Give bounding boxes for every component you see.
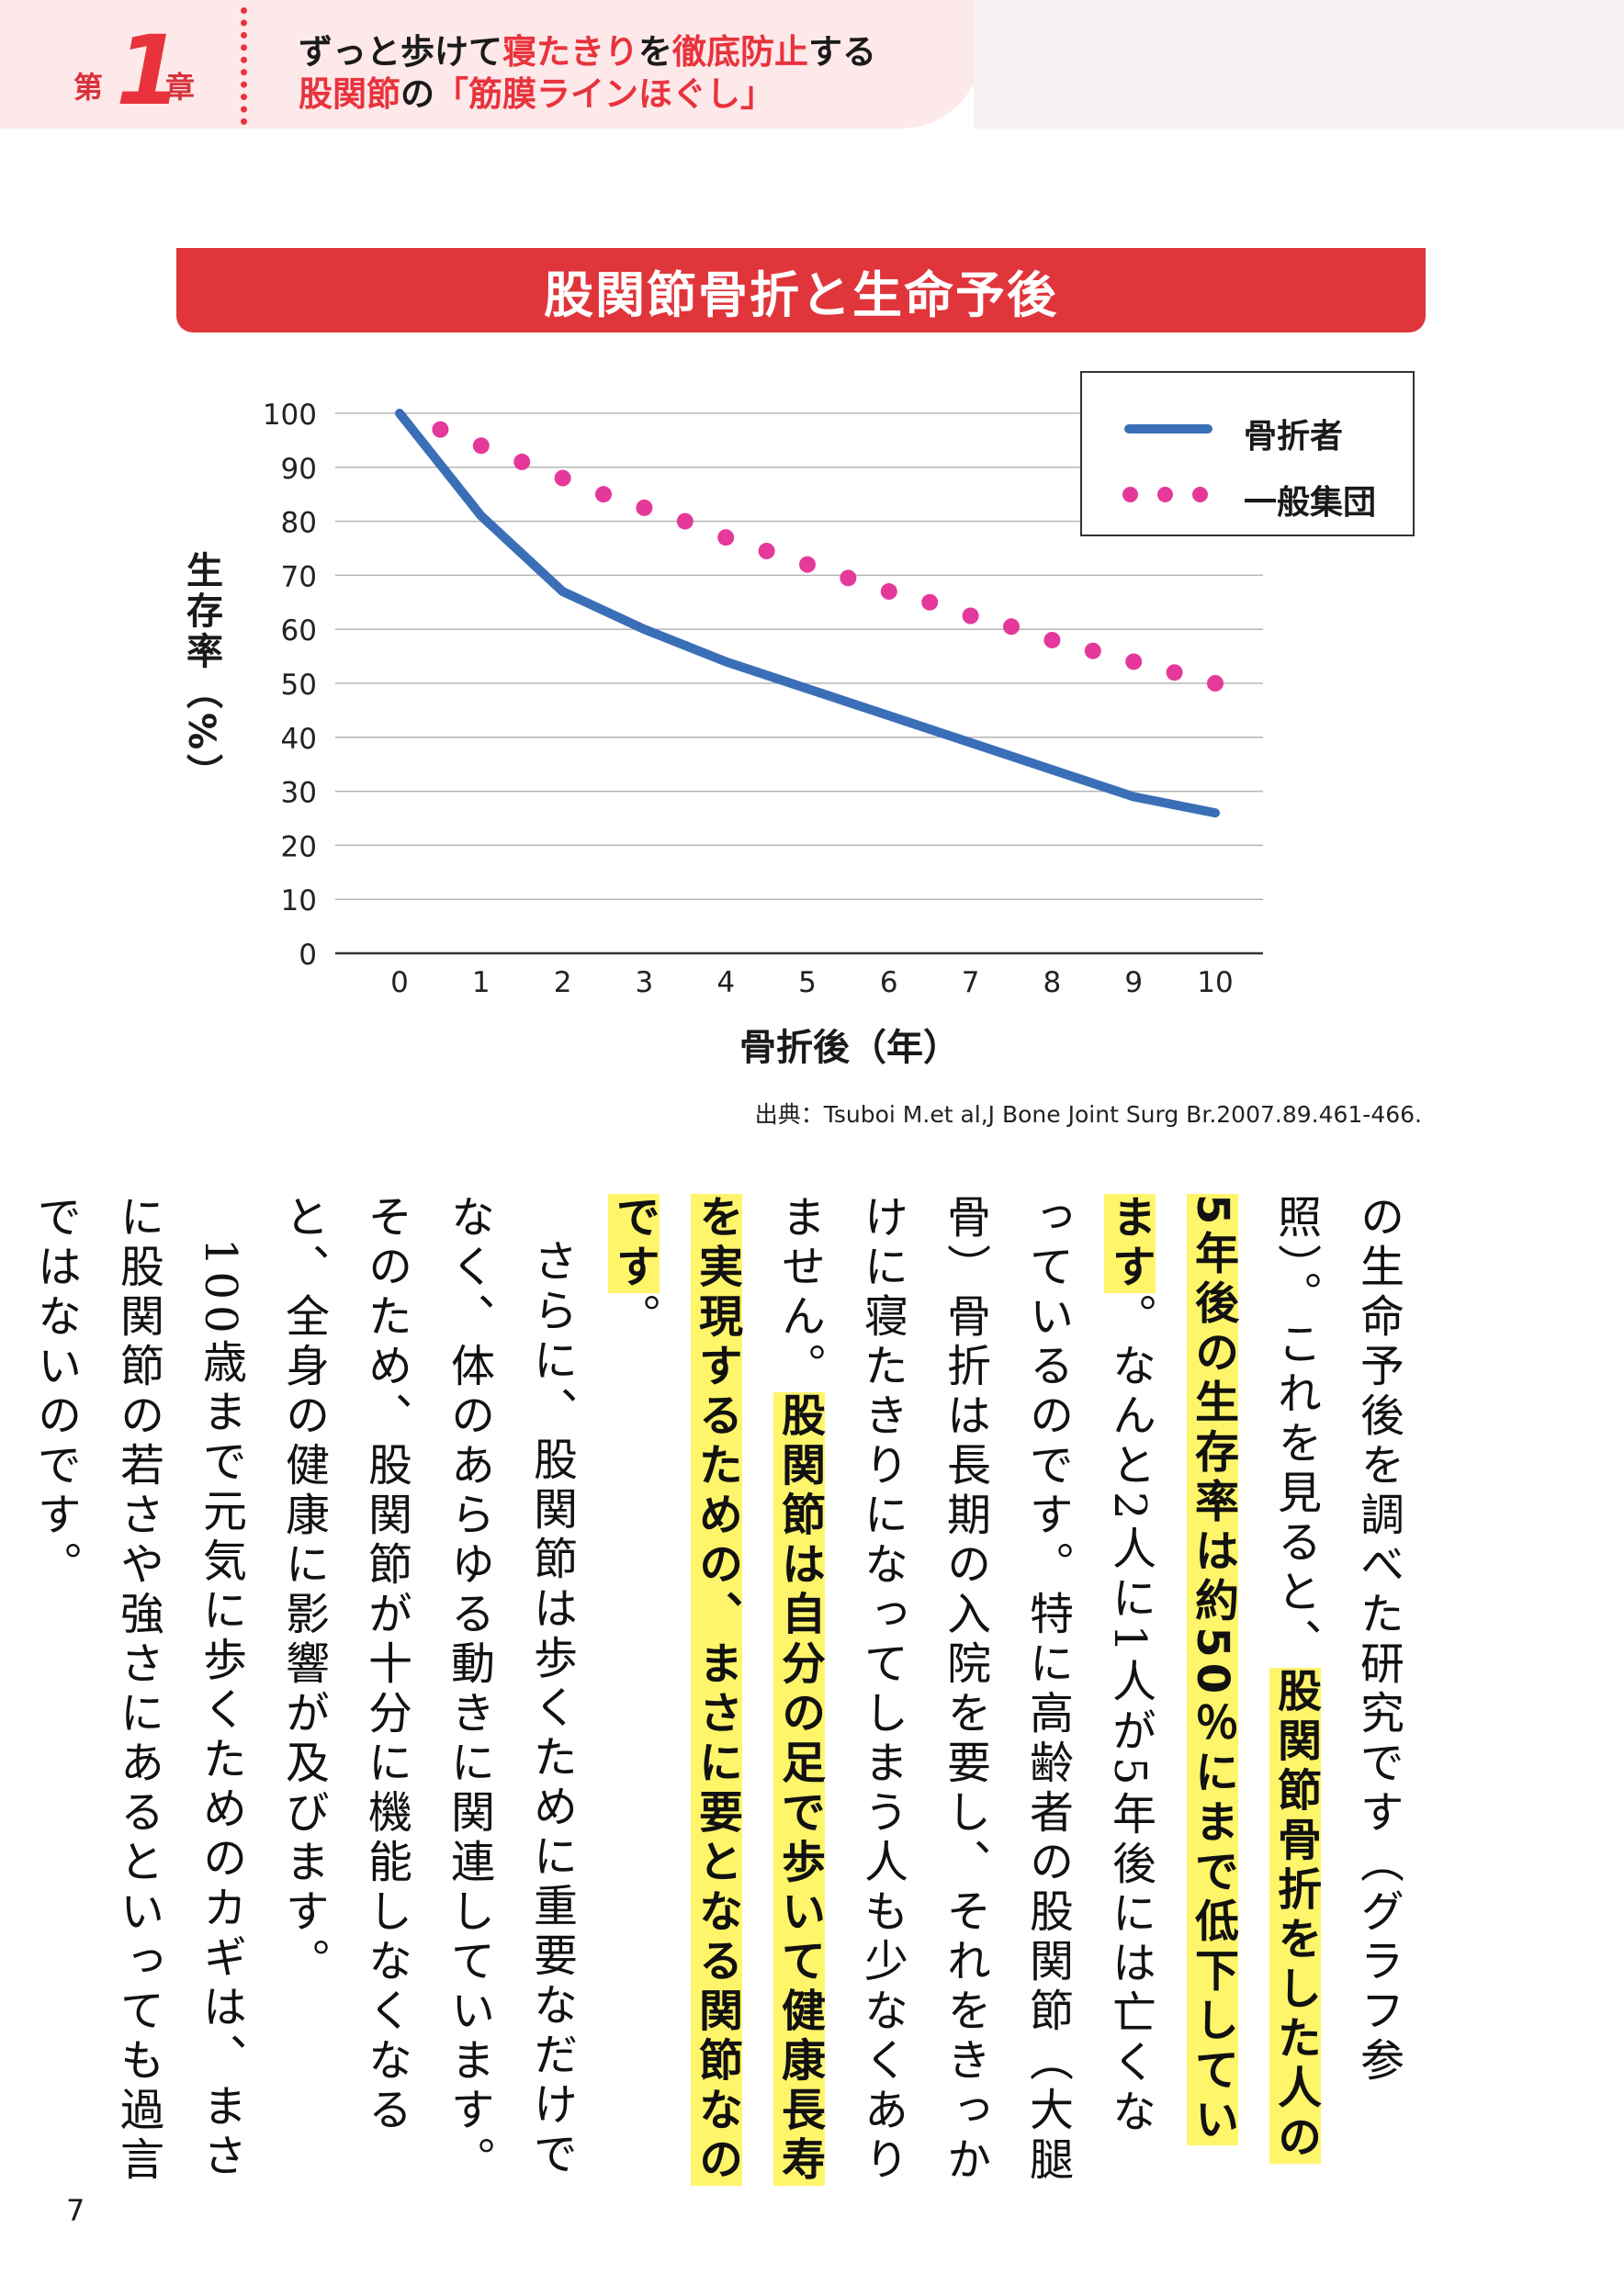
general-population-point bbox=[1207, 675, 1224, 692]
general-population-point bbox=[799, 556, 816, 573]
x-tick-label: 4 bbox=[716, 966, 735, 999]
legend-item-general: 一般集団 bbox=[1082, 465, 1413, 522]
y-axis-label: 生存率（%） bbox=[180, 551, 222, 794]
x-tick-label: 6 bbox=[880, 966, 898, 999]
general-population-point bbox=[921, 593, 939, 611]
general-population-point bbox=[676, 512, 694, 530]
y-tick-label: 50 bbox=[281, 669, 317, 702]
x-tick-label: 1 bbox=[472, 966, 491, 999]
title-emphasis: 徹底防止 bbox=[672, 32, 808, 72]
body-span: の生命予後を調べた研究です（グラフ参照）。これを見ると、 bbox=[1269, 1194, 1404, 2087]
legend-label-general: 一般集団 bbox=[1244, 484, 1377, 522]
y-tick-label: 60 bbox=[281, 614, 317, 647]
x-tick-label: 5 bbox=[798, 966, 817, 999]
header-dotted-divider bbox=[241, 7, 247, 125]
y-tick-label: 100 bbox=[263, 399, 317, 432]
x-tick-label: 2 bbox=[554, 966, 572, 999]
y-tick-label: 0 bbox=[299, 939, 317, 972]
body-span: 。 bbox=[608, 1293, 660, 1343]
title-text: の bbox=[400, 74, 434, 114]
chart-title: 股関節骨折と生命予後 bbox=[544, 265, 1058, 324]
body-span: 。なんと2人に1人が5年後には亡くなっているのです。特に高齢者の股関節（大腿骨）… bbox=[773, 1194, 1156, 2186]
general-population-point bbox=[962, 607, 979, 625]
general-population-point bbox=[595, 486, 612, 503]
paragraph-1: の生命予後を調べた研究です（グラフ参照）。これを見ると、股関節骨折をした人の5年… bbox=[592, 1194, 1419, 2186]
body-text: の生命予後を調べた研究です（グラフ参照）。これを見ると、股関節骨折をした人の5年… bbox=[29, 1194, 1419, 2186]
x-tick-label: 8 bbox=[1043, 966, 1062, 999]
general-population-point bbox=[513, 453, 531, 470]
general-population-point bbox=[880, 583, 897, 601]
general-population-point bbox=[636, 499, 653, 516]
x-tick-label: 9 bbox=[1124, 966, 1143, 999]
general-population-point bbox=[1084, 642, 1101, 659]
legend-label-fracture: 骨折者 bbox=[1244, 418, 1344, 456]
header-band bbox=[0, 0, 983, 129]
chapter-title: ずっと歩けて寝たきりを徹底防止する 股関節の「筋膜ラインほぐし」 bbox=[299, 31, 876, 116]
chapter-number: 1 bbox=[116, 15, 183, 127]
legend-item-fracture: 骨折者 bbox=[1082, 399, 1413, 456]
general-population-point bbox=[717, 529, 735, 546]
y-tick-label: 20 bbox=[281, 830, 317, 863]
y-tick-label: 90 bbox=[281, 453, 317, 486]
general-population-point bbox=[472, 437, 490, 455]
chapter-title-line1: ずっと歩けて寝たきりを徹底防止する bbox=[299, 31, 876, 73]
general-population-point bbox=[1166, 664, 1183, 681]
legend-solid-line-swatch bbox=[1124, 424, 1212, 433]
chart-legend: 骨折者 一般集団 bbox=[1080, 371, 1415, 536]
x-tick-label: 10 bbox=[1197, 966, 1233, 999]
general-population-point bbox=[554, 469, 571, 487]
y-tick-label: 80 bbox=[281, 507, 317, 540]
x-tick-label: 7 bbox=[962, 966, 980, 999]
title-text: ずっと歩けて bbox=[299, 32, 502, 72]
page-number: 7 bbox=[66, 2193, 85, 2228]
y-tick-label: 10 bbox=[281, 884, 317, 917]
x-tick-label: 3 bbox=[636, 966, 654, 999]
title-text: する bbox=[808, 32, 876, 72]
chart-title-banner: 股関節骨折と生命予後 bbox=[176, 248, 1426, 332]
y-tick-label: 70 bbox=[281, 560, 317, 593]
general-population-point bbox=[758, 542, 775, 559]
title-text: を bbox=[638, 32, 672, 72]
legend-dotted-swatch bbox=[1122, 487, 1224, 505]
chapter-suffix: 章 bbox=[165, 70, 196, 105]
header-band-right bbox=[974, 0, 1624, 129]
title-emphasis: 「筋膜ラインほぐし」 bbox=[434, 74, 774, 114]
x-tick-label: 0 bbox=[390, 966, 409, 999]
y-tick-label: 30 bbox=[281, 777, 317, 810]
chapter-prefix: 第 bbox=[73, 70, 104, 105]
general-population-point bbox=[432, 421, 449, 438]
fracture-survival-line bbox=[395, 409, 1220, 818]
title-emphasis: 股関節 bbox=[299, 74, 400, 114]
x-axis-label: 骨折後（年） bbox=[739, 1027, 960, 1069]
general-population-point bbox=[1043, 631, 1061, 648]
general-population-point bbox=[1003, 618, 1020, 636]
survival-chart: 0 10 20 30 40 50 60 70 80 90 100 0 1 2 3 4 5 6 7 8 9 10 bbox=[263, 399, 1263, 999]
chapter-title-line2: 股関節の「筋膜ラインほぐし」 bbox=[299, 73, 876, 116]
general-population-point bbox=[1125, 653, 1143, 670]
chart-source: 出典：Tsuboi M.et al,J Bone Joint Surg Br.2… bbox=[754, 1101, 1422, 1128]
paragraph-2: さらに、股関節は歩くために重要なだけでなく、体のあらゆる動きに関連しています。そ… bbox=[277, 1194, 577, 2186]
title-emphasis: 寝たきり bbox=[502, 32, 638, 72]
y-tick-label: 40 bbox=[281, 723, 317, 756]
paragraph-3: 100歳まで元気に歩くためのカギは、まさに股関節の若さや強さにあるといっても過言… bbox=[29, 1194, 246, 2186]
general-population-point bbox=[840, 569, 857, 587]
